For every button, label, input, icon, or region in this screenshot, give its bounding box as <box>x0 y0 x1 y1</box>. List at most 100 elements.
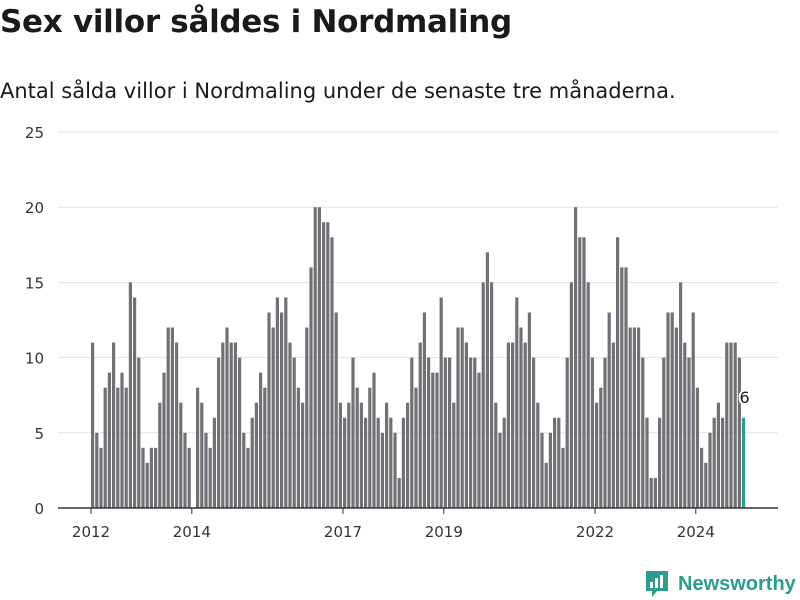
bar <box>385 402 389 508</box>
bar <box>569 282 573 508</box>
bar <box>599 387 603 508</box>
bar <box>700 447 704 508</box>
bar <box>317 207 321 508</box>
bar <box>372 372 376 508</box>
bar <box>305 327 309 508</box>
brand-name: Newsworthy <box>678 572 796 595</box>
data-labels: 6 <box>738 386 752 409</box>
bar <box>141 447 145 508</box>
bar <box>183 432 187 508</box>
bar <box>422 312 426 508</box>
bar <box>532 357 536 508</box>
bar <box>263 387 267 508</box>
bar <box>708 432 712 508</box>
bar <box>355 387 359 508</box>
y-tick-label: 20 <box>25 199 44 217</box>
bar <box>742 417 746 508</box>
bar <box>435 372 439 508</box>
bar <box>553 417 557 508</box>
bar <box>670 312 674 508</box>
bar <box>632 327 636 508</box>
bar <box>280 312 284 508</box>
bar <box>666 312 670 508</box>
bar <box>704 462 708 508</box>
bar <box>179 402 183 508</box>
bar <box>380 432 384 508</box>
bar <box>217 357 221 508</box>
bar <box>364 417 368 508</box>
bar <box>737 357 741 508</box>
bar <box>326 222 330 509</box>
bar <box>229 342 233 508</box>
bar <box>456 327 460 508</box>
bar <box>515 297 519 508</box>
bar <box>389 417 393 508</box>
bar <box>607 312 611 508</box>
bar <box>254 402 258 508</box>
bar <box>519 327 523 508</box>
bar <box>133 297 137 508</box>
bar <box>582 237 586 508</box>
bar <box>322 222 326 509</box>
bar <box>288 342 292 508</box>
bar <box>733 342 737 508</box>
bar <box>175 342 179 508</box>
bar <box>204 432 208 508</box>
bar <box>645 417 649 508</box>
bar <box>448 357 452 508</box>
bar <box>540 432 544 508</box>
bar <box>271 327 275 508</box>
bar <box>452 402 456 508</box>
bar <box>137 357 141 508</box>
bar <box>208 447 212 508</box>
bar <box>418 342 422 508</box>
bar <box>212 417 216 508</box>
bar <box>460 327 464 508</box>
chart-title: Sex villor såldes i Nordmaling <box>0 4 512 40</box>
bar <box>649 477 653 508</box>
bar <box>301 402 305 508</box>
bar <box>246 447 250 508</box>
bar <box>145 462 149 508</box>
bar <box>544 462 548 508</box>
bar <box>107 372 111 508</box>
bar <box>351 357 355 508</box>
bar <box>200 402 204 508</box>
bar <box>401 417 405 508</box>
bar <box>691 312 695 508</box>
bar <box>338 402 342 508</box>
bar <box>275 297 279 508</box>
bar <box>712 417 716 508</box>
bar <box>406 402 410 508</box>
bar <box>603 357 607 508</box>
bar <box>502 417 506 508</box>
bar <box>431 372 435 508</box>
bar <box>658 417 662 508</box>
bar <box>561 447 565 508</box>
bar <box>296 387 300 508</box>
bar <box>158 402 162 508</box>
bar <box>611 342 615 508</box>
bar <box>485 252 489 508</box>
chart-subtitle: Antal sålda villor i Nordmaling under de… <box>0 79 676 103</box>
bar <box>393 432 397 508</box>
bar <box>637 327 641 508</box>
bar <box>103 387 107 508</box>
y-tick-label: 5 <box>34 425 44 443</box>
bar <box>443 357 447 508</box>
bar <box>494 402 498 508</box>
y-tick-label: 10 <box>25 350 44 368</box>
y-tick-label: 25 <box>25 124 44 142</box>
bar <box>578 237 582 508</box>
bar <box>187 447 191 508</box>
bar <box>427 357 431 508</box>
bar <box>162 372 166 508</box>
bar <box>368 387 372 508</box>
y-tick-label: 15 <box>25 274 44 292</box>
bar <box>397 477 401 508</box>
bar <box>729 342 733 508</box>
bar <box>292 357 296 508</box>
bar <box>116 387 120 508</box>
bar <box>565 357 569 508</box>
